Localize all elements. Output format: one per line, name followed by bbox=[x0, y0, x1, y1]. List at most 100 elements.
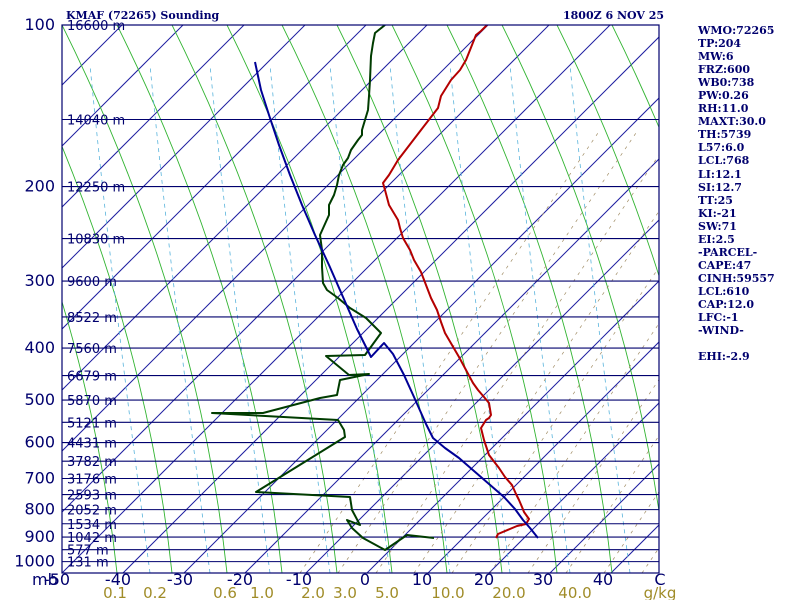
index-line: SW:71 bbox=[698, 219, 737, 233]
mixing-ratio-label: 0.2 bbox=[143, 584, 167, 600]
dry-adiabat-line bbox=[62, 569, 63, 573]
plot-area bbox=[62, 25, 659, 573]
mixing-ratio-line bbox=[527, 378, 659, 573]
index-line: WB0:738 bbox=[698, 76, 755, 90]
height-label: 6679 m bbox=[67, 370, 117, 385]
isotherm-line bbox=[62, 25, 367, 330]
height-label: 9600 m bbox=[67, 275, 117, 290]
pressure-tick-label: 1000 bbox=[14, 552, 55, 571]
index-line: TT:25 bbox=[698, 193, 733, 207]
mixing-ratio-label: 20.0 bbox=[492, 584, 525, 600]
profile-temperature bbox=[382, 25, 530, 539]
height-label: 3176 m bbox=[67, 473, 117, 488]
isotherm-line bbox=[366, 280, 659, 573]
index-line: SI:12.7 bbox=[698, 180, 742, 194]
isotherm-line bbox=[488, 402, 659, 573]
mixing-ratio-line bbox=[451, 266, 659, 573]
mixing-ratio-label: 10.0 bbox=[431, 584, 464, 600]
pressure-tick-label: 800 bbox=[24, 500, 55, 519]
isotherm-line bbox=[305, 219, 659, 573]
index-line: L57:6.0 bbox=[698, 141, 745, 155]
temperature-tick-label: -40 bbox=[105, 570, 131, 589]
mixing-ratio-label: 5.0 bbox=[375, 584, 399, 600]
dry-adiabat-line bbox=[611, 25, 659, 129]
height-label: 4431 m bbox=[67, 437, 117, 452]
temperature-tick-label: -20 bbox=[227, 570, 253, 589]
temperature-tick-label: 0 bbox=[360, 570, 370, 589]
temperature-tick-label: 20 bbox=[474, 570, 494, 589]
mixing-ratio-line bbox=[489, 322, 659, 573]
moist-adiabat-line bbox=[389, 64, 451, 573]
height-label: 16600 m bbox=[67, 19, 125, 34]
pressure-tick-label: 500 bbox=[24, 390, 55, 409]
isotherm-line bbox=[62, 25, 306, 269]
pressure-tick-label: 100 bbox=[24, 15, 55, 34]
station-title: KMAF (72265) Sounding bbox=[66, 9, 220, 22]
mixing-ratio-line bbox=[337, 129, 639, 573]
index-line: LCL:768 bbox=[698, 154, 750, 168]
isotherm-line bbox=[427, 341, 659, 573]
temperature-tick-label: C bbox=[654, 570, 665, 589]
temperature-tick-label: 40 bbox=[593, 570, 613, 589]
pressure-tick-label: 200 bbox=[24, 177, 55, 196]
stability-indices-panel: WMO:72265 TP:204 MW:6 FRZ:600 WB0:738 PW:0.26… bbox=[698, 24, 798, 363]
isotherm-line bbox=[62, 25, 184, 147]
isotherm-line bbox=[62, 25, 550, 513]
height-label: 2052 m bbox=[67, 504, 117, 519]
pressure-unit-label: mb bbox=[32, 570, 58, 589]
isotherm-line bbox=[62, 25, 245, 208]
plot-frame bbox=[61, 24, 660, 574]
moist-adiabat-line bbox=[269, 64, 331, 573]
mixing-ratio-line bbox=[413, 210, 659, 573]
index-line: TP:204 bbox=[698, 37, 742, 51]
index-line: MW:6 bbox=[698, 50, 734, 64]
index-line: RH:11.0 bbox=[698, 102, 749, 116]
isotherm-line bbox=[122, 36, 659, 573]
index-line: FRZ:600 bbox=[698, 63, 751, 77]
index-line: WMO:72265 bbox=[698, 24, 775, 37]
mixing-ratio-label: 1.0 bbox=[250, 584, 274, 600]
temperature-tick-label: -10 bbox=[286, 570, 312, 589]
index-line: LCL:610 bbox=[698, 284, 750, 298]
moist-adiabat-line bbox=[329, 64, 391, 573]
pressure-tick-label: 300 bbox=[24, 271, 55, 290]
isotherm-line bbox=[244, 158, 659, 573]
profile-parcel bbox=[254, 61, 539, 539]
pressure-tick-label: 600 bbox=[24, 433, 55, 452]
isotherm-line bbox=[62, 25, 489, 452]
index-line: KI:-21 bbox=[698, 206, 737, 220]
index-line: -PARCEL- bbox=[698, 245, 758, 259]
mixing-ratio-line bbox=[375, 154, 659, 573]
index-line: MAXT:30.0 bbox=[698, 115, 766, 129]
isotherm-line bbox=[62, 25, 428, 391]
pressure-tick-label: 700 bbox=[24, 469, 55, 488]
moist-adiabat-line bbox=[569, 64, 631, 573]
index-line: EHI:-2.9 bbox=[698, 350, 750, 364]
profile-dewpoint bbox=[211, 25, 435, 551]
height-label: 2593 m bbox=[67, 489, 117, 504]
dry-adiabat-line bbox=[556, 25, 659, 278]
height-label: 10830 m bbox=[67, 233, 125, 248]
moist-adiabat-line bbox=[89, 64, 151, 573]
temperature-tick-label: 30 bbox=[533, 570, 553, 589]
mixing-ratio-line bbox=[603, 491, 659, 573]
height-label: 1042 m bbox=[67, 531, 117, 546]
index-line: TH:5739 bbox=[698, 128, 752, 142]
mixing-ratio-label: 3.0 bbox=[333, 584, 357, 600]
index-line: LFC:-1 bbox=[698, 311, 739, 325]
moist-adiabat-line bbox=[149, 64, 211, 573]
index-line: PW:0.26 bbox=[698, 89, 749, 103]
temperature-tick-label: -30 bbox=[167, 570, 193, 589]
height-label: 5870 m bbox=[67, 394, 117, 409]
isotherm-line bbox=[549, 463, 659, 573]
mixing-ratio-label: 2.0 bbox=[301, 584, 325, 600]
index-line: -WIND- bbox=[698, 324, 744, 338]
isotherm-line bbox=[0, 13, 12, 573]
height-label: 7560 m bbox=[67, 342, 117, 357]
index-line: CAPE:47 bbox=[698, 258, 752, 272]
temperature-tick-label: 10 bbox=[412, 570, 432, 589]
height-label: 577 m bbox=[67, 544, 109, 559]
height-label: 5121 m bbox=[67, 416, 117, 431]
pressure-tick-label: 900 bbox=[24, 527, 55, 546]
